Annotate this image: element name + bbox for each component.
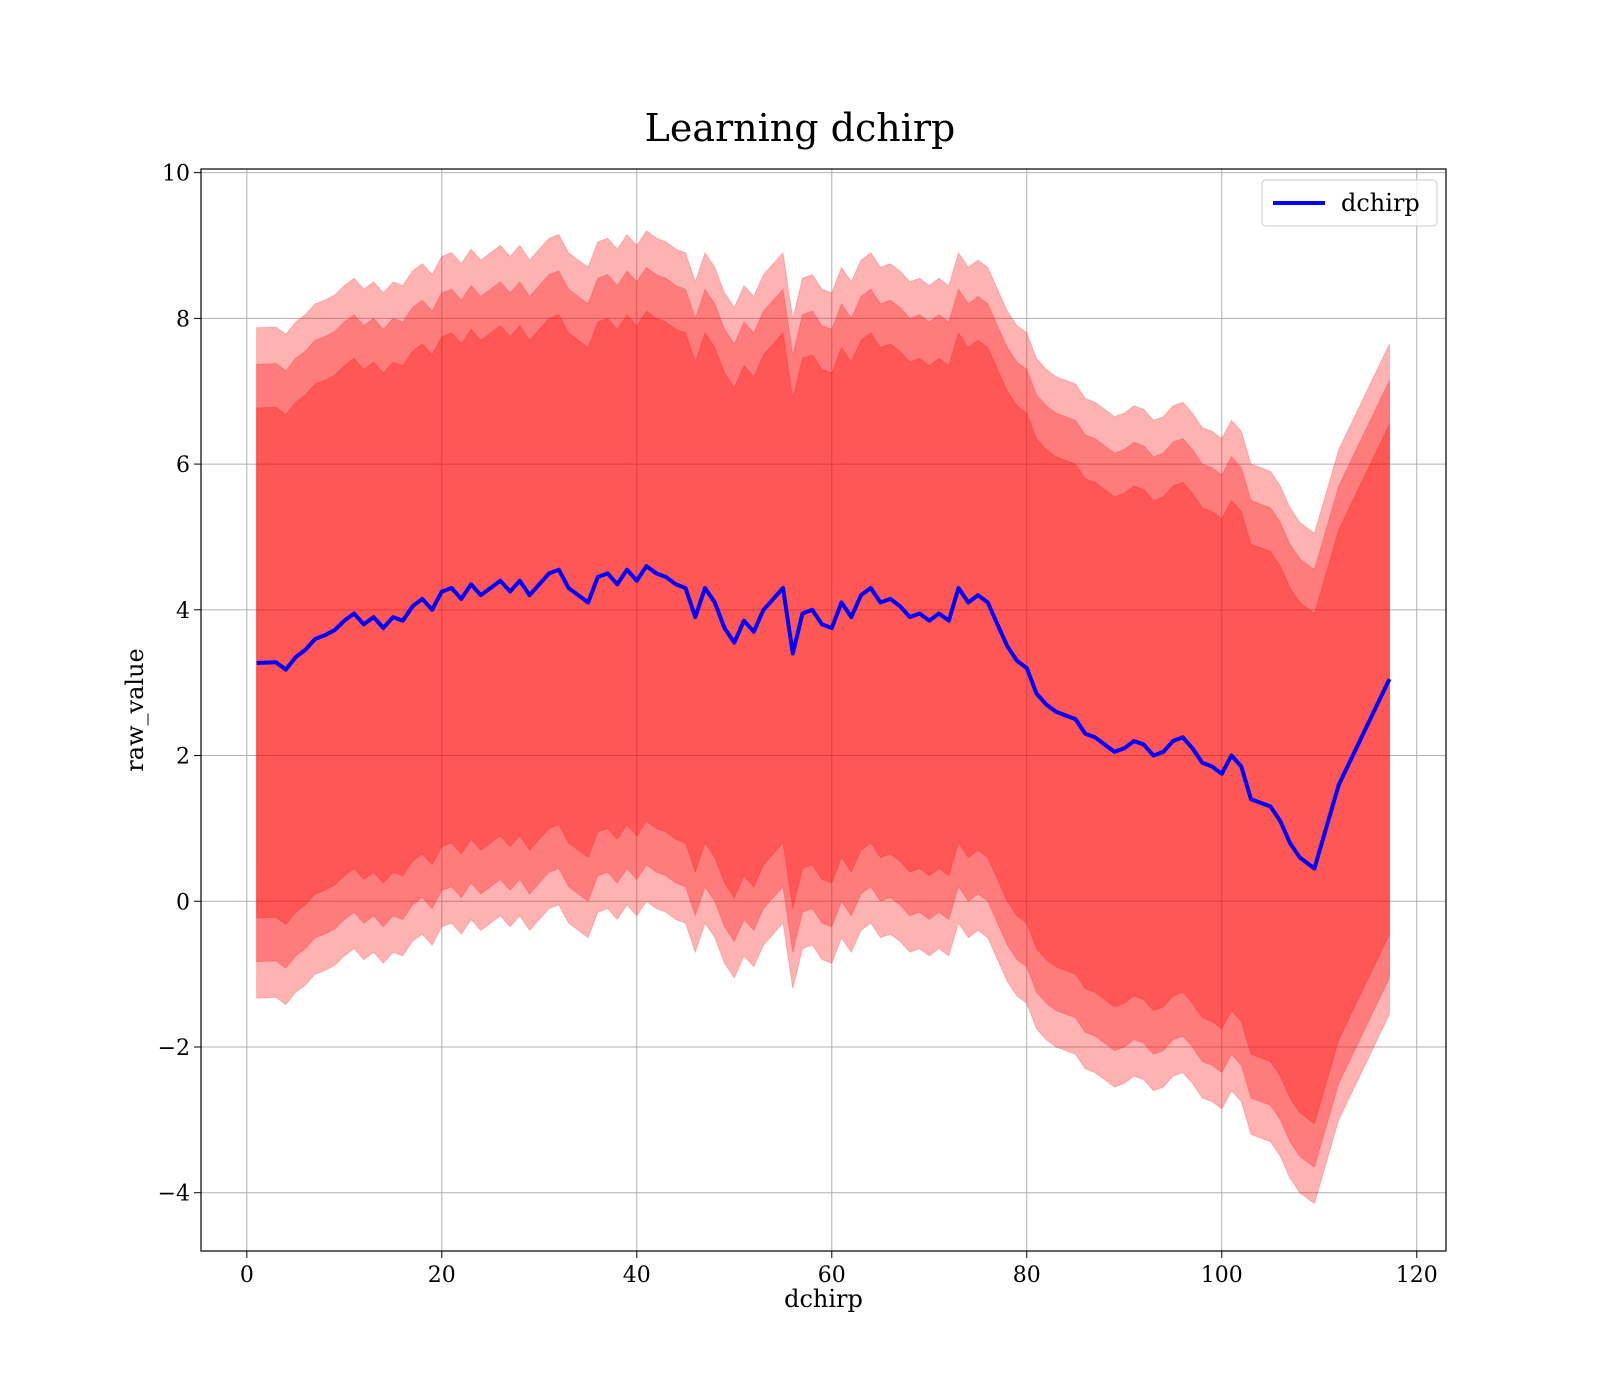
x-tick-label: 120 [1396, 1263, 1438, 1288]
legend-box [1261, 179, 1438, 227]
x-tick-label: 40 [623, 1263, 651, 1288]
confidence-band [256, 230, 1390, 1205]
confidence-band [256, 266, 1390, 1169]
y-tick-label: −2 [158, 1036, 190, 1061]
chart-title: Learning dchirp [645, 106, 956, 150]
series-lines [256, 564, 1392, 871]
y-tick-label: −4 [158, 1182, 190, 1207]
x-tick-label: 0 [240, 1263, 254, 1288]
y-axis-label: raw_value [121, 648, 149, 772]
y-tick-label: 2 [176, 745, 190, 770]
confidence-band [256, 310, 1390, 1125]
x-tick-label: 60 [818, 1263, 846, 1288]
y-tick-label: 10 [162, 162, 190, 187]
y-tick-label: 4 [176, 599, 190, 624]
confidence-bands [256, 230, 1390, 1205]
x-tick-label: 100 [1201, 1263, 1243, 1288]
legend: dchirp [1261, 179, 1438, 227]
y-tick-label: 0 [176, 890, 190, 915]
x-tick-label: 20 [428, 1263, 456, 1288]
axis-ticks: 0 20 40 60 80 100 120 −4 −2 0 2 4 6 8 10 [158, 162, 1438, 1288]
plot-area-frame [200, 168, 1447, 1252]
y-tick-label: 8 [176, 307, 190, 332]
x-tick-label: 80 [1013, 1263, 1041, 1288]
series-line-dchirp [256, 564, 1392, 871]
y-tick-label: 6 [176, 453, 190, 478]
legend-label: dchirp [1341, 189, 1420, 217]
x-axis-label: dchirp [784, 1285, 863, 1313]
